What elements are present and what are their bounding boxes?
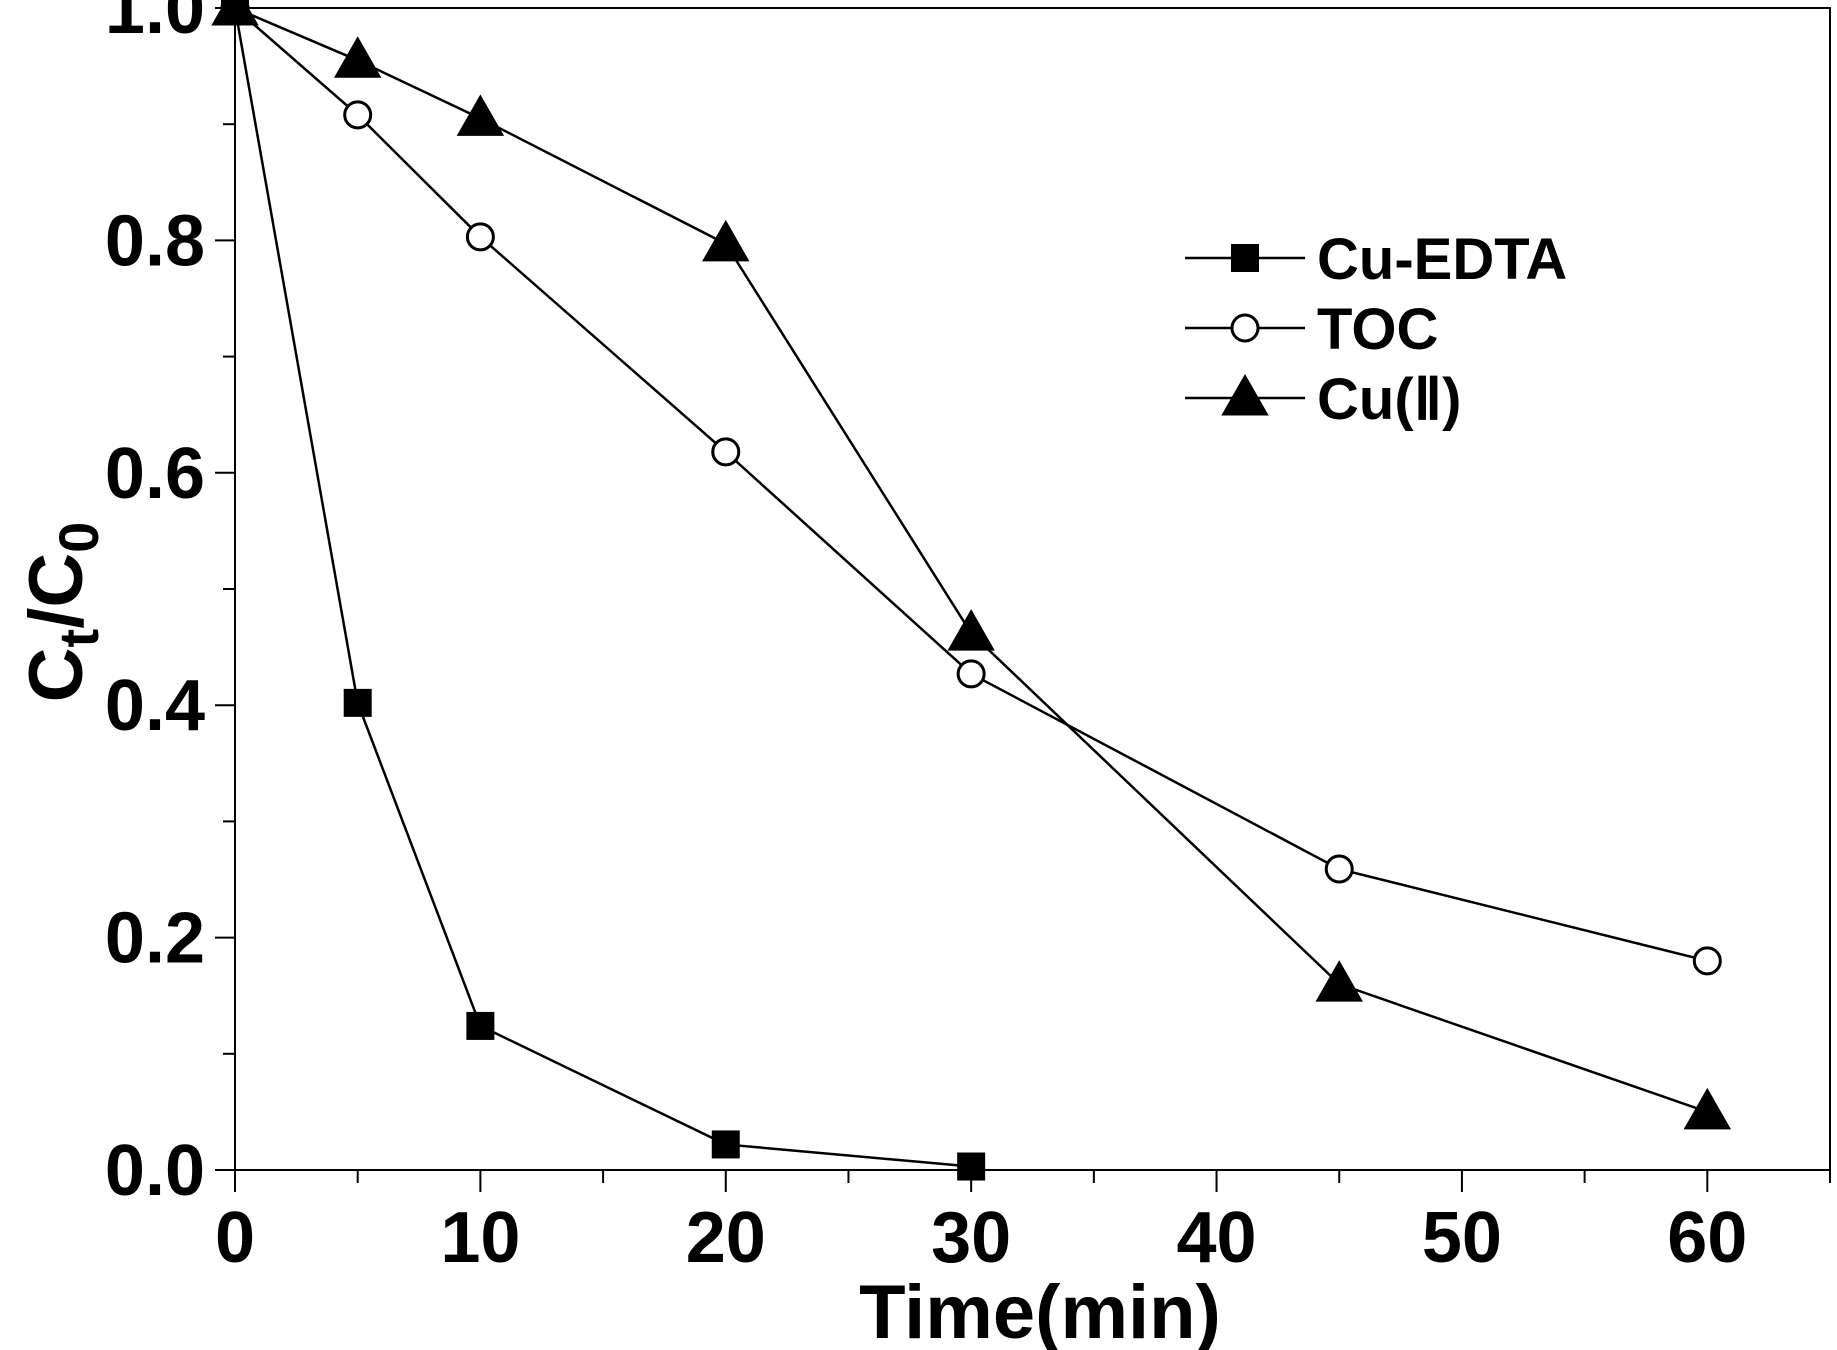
x-tick-label: 30 — [931, 1198, 1011, 1278]
data-point — [211, 0, 259, 26]
data-point — [1683, 1087, 1732, 1130]
data-point — [1324, 854, 1354, 884]
data-point — [1315, 960, 1363, 1002]
data-point — [711, 1130, 740, 1159]
data-point — [711, 437, 741, 467]
legend-label: TOC — [1317, 297, 1438, 362]
svg-text:Ct/C0: Ct/C0 — [14, 522, 110, 703]
legend-item: Cu-EDTA — [1185, 227, 1567, 292]
data-point — [343, 688, 372, 717]
y-tick-label: 0.8 — [105, 201, 205, 281]
legend-label: Cu-EDTA — [1317, 227, 1567, 292]
x-axis: 0 10 20 30 40 50 60 — [215, 1170, 1831, 1278]
x-tick-label: 20 — [686, 1198, 766, 1278]
x-tick-label: 10 — [440, 1198, 520, 1278]
x-tick-label: 50 — [1422, 1198, 1502, 1278]
series-Cu-EDTA — [221, 0, 986, 1181]
y-tick-label: 0.6 — [105, 434, 205, 514]
x-tick-label: 40 — [1176, 1198, 1256, 1278]
y-tick-label: 0.2 — [105, 899, 205, 979]
data-point — [957, 1152, 986, 1181]
series-line — [234, 6, 1708, 1114]
legend-item: Cu(Ⅱ) — [1185, 367, 1462, 432]
y-axis-title-sep: /C — [14, 553, 99, 629]
y-tick-label: 0.4 — [105, 666, 205, 746]
series-layer — [211, 0, 1732, 1181]
plot-frame — [234, 7, 1831, 1171]
series-Cu(Ⅱ) — [211, 0, 1732, 1130]
series-line — [234, 7, 1708, 963]
x-tick-label: 0 — [215, 1198, 255, 1278]
data-point — [465, 222, 495, 252]
data-point — [956, 659, 986, 689]
legend-marker — [1231, 244, 1259, 272]
data-point — [333, 36, 382, 78]
x-axis-title: Time(min) — [859, 1270, 1221, 1350]
data-point — [456, 94, 505, 136]
series-TOC — [220, 0, 1722, 976]
legend-marker — [1230, 313, 1260, 343]
plot-border — [234, 7, 1831, 1171]
y-axis-title-sub-t: t — [47, 629, 110, 648]
legend-marker — [1221, 373, 1269, 416]
x-tick-label: 60 — [1667, 1198, 1747, 1278]
data-point — [947, 609, 995, 651]
legend-item: TOC — [1185, 297, 1438, 362]
data-point — [466, 1011, 495, 1040]
data-point — [343, 100, 373, 130]
y-axis-title-main: C — [14, 647, 99, 702]
y-axis-title-sub-0: 0 — [47, 522, 110, 553]
data-point — [702, 219, 750, 262]
data-point — [1692, 946, 1722, 976]
legend-label: Cu(Ⅱ) — [1317, 367, 1462, 432]
y-axis: 0.0 0.2 0.4 0.6 0.8 1.0 — [105, 0, 235, 1211]
y-tick-label: 1.0 — [105, 0, 205, 49]
y-tick-label: 0.0 — [105, 1131, 205, 1211]
y-axis-title: Ct/C0 — [14, 522, 110, 703]
